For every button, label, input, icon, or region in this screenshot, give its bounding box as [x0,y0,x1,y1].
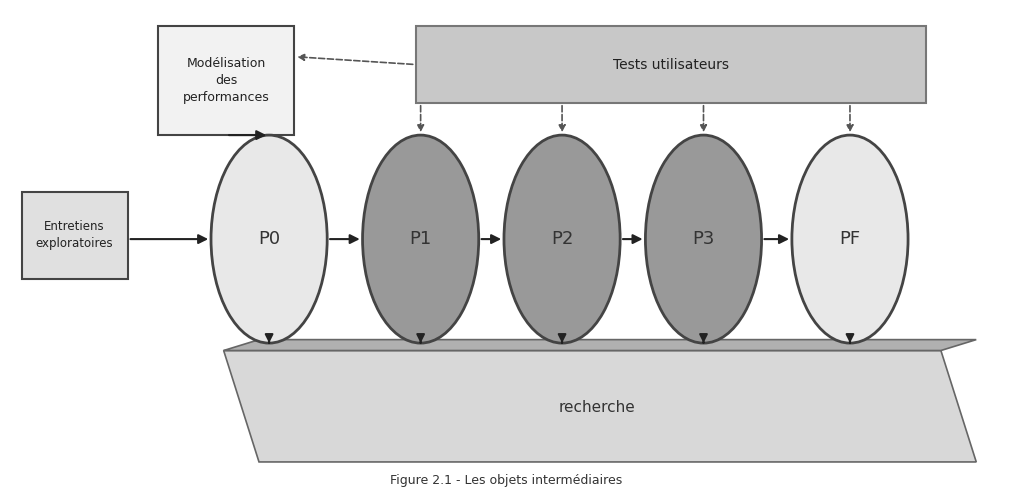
Ellipse shape [363,135,479,343]
Polygon shape [224,340,977,351]
Text: P3: P3 [692,230,715,248]
Bar [21,192,128,279]
Text: recherche: recherche [559,400,636,415]
Text: Tests utilisateurs: Tests utilisateurs [613,58,728,72]
Polygon shape [224,351,977,462]
Ellipse shape [211,135,327,343]
Text: Entretiens
exploratoires: Entretiens exploratoires [35,221,113,250]
Text: P1: P1 [409,230,432,248]
Text: Figure 2.1 - Les objets intermédiaires: Figure 2.1 - Les objets intermédiaires [390,474,623,487]
Bar [415,26,926,103]
Text: PF: PF [840,230,860,248]
Bar [158,26,295,135]
Text: Modélisation
des
performances: Modélisation des performances [182,57,269,104]
Text: P0: P0 [258,230,281,248]
Text: P2: P2 [551,230,573,248]
Ellipse shape [504,135,620,343]
Ellipse shape [792,135,908,343]
Ellipse shape [645,135,762,343]
